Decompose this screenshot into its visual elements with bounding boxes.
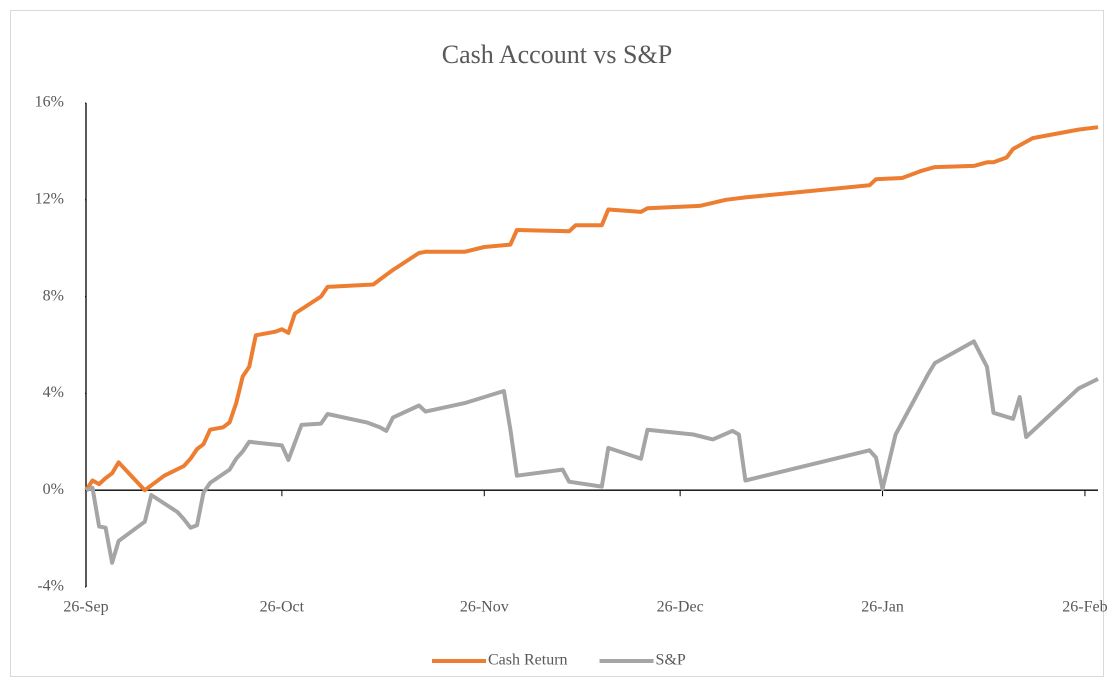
y-tick-label: 16% [35,94,64,111]
y-tick-label: 12% [35,190,64,207]
x-tick-label: 26-Dec [657,599,704,616]
y-tick-label: 8% [43,287,64,304]
x-tick-label: 26-Sep [63,599,108,616]
series-line [84,125,1099,493]
x-tick-label: 26-Oct [260,599,305,616]
x-tick-label: 26-Jan [861,599,904,616]
y-tick-label: 0% [43,481,64,498]
legend-label: S&P [656,652,686,669]
series-line [85,339,1099,565]
y-tick-label: 4% [43,384,64,401]
chart-border [10,10,1104,677]
y-tick-label: -4% [37,578,64,595]
x-tick-label: 26-Nov [460,599,509,616]
legend-label: Cash Return [488,652,568,669]
chart-title: Cash Account vs S&P [442,40,672,69]
x-tick-label: 26-Feb [1062,599,1107,616]
